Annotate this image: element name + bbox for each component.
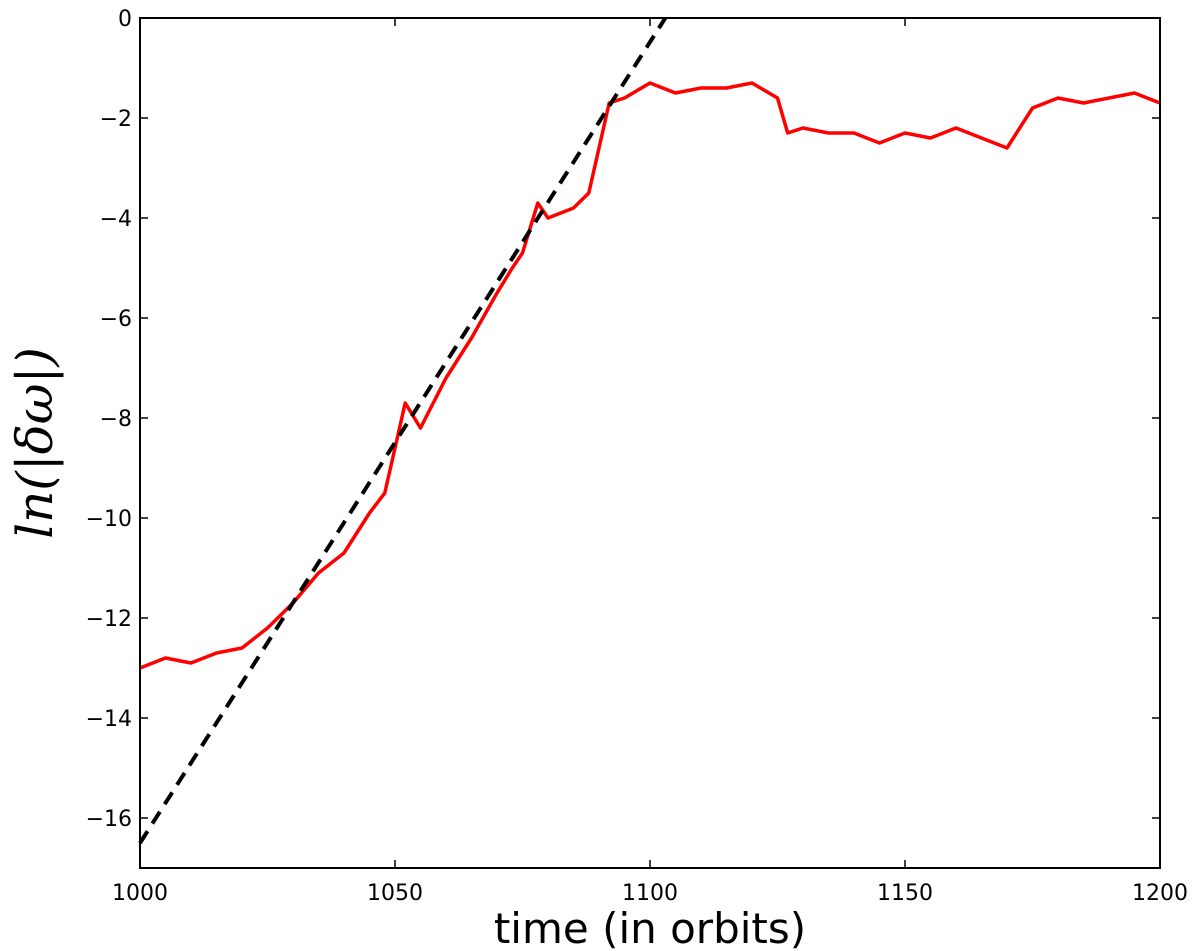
x-tick-label: 1000 [112,881,168,906]
plot-area [138,16,1161,845]
y-tick-label: −10 [86,507,132,532]
y-tick-label: −8 [100,407,132,432]
x-tick-label: 1200 [1132,881,1188,906]
axis-ticks: 1000 1050 1100 1150 1200 0 −2 −4 −6 −8 −10 −12 −14 −1… [86,7,1188,906]
x-tick-label: 1150 [877,881,933,906]
x-tick-label: 1100 [622,881,678,906]
x-tick-label: 1050 [367,881,423,906]
y-tick-label: −4 [100,207,132,232]
fit-line [138,16,667,845]
y-tick-label: −12 [86,607,132,632]
y-tick-label: −14 [86,707,132,732]
x-axis-title: time (in orbits) [494,904,806,951]
y-tick-label: −2 [100,107,132,132]
y-tick-label: −16 [86,807,132,832]
y-axis-title: ln(|δω|) [6,347,64,539]
y-tick-label: −6 [100,307,132,332]
data-series-line [139,81,1161,670]
y-tick-label: 0 [118,7,132,32]
